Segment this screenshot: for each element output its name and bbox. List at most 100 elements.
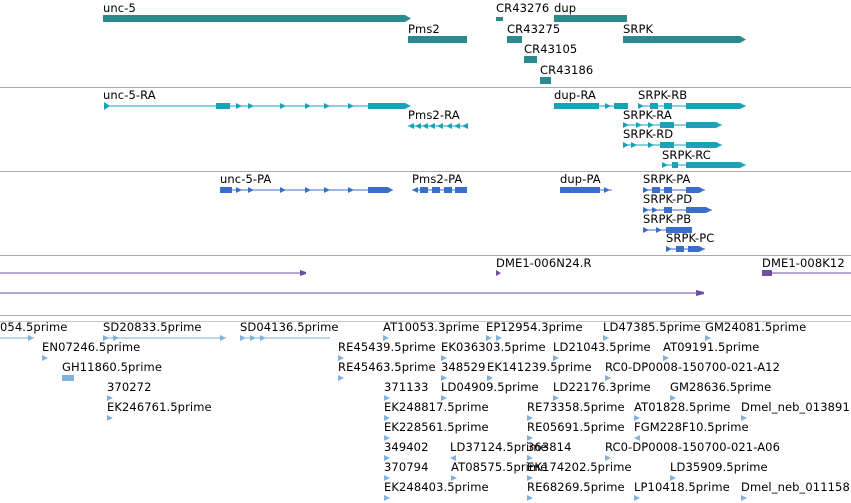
- est-label-e41[interactable]: LP10418.5prime: [634, 480, 730, 494]
- protein-label-srpk-pb[interactable]: SRPK-PB: [643, 212, 692, 226]
- gene-cr43276-glyph[interactable]: [496, 17, 503, 21]
- est-label-e09[interactable]: RE45439.5prime: [338, 340, 436, 354]
- protein-label-dup-pa[interactable]: dup-PA: [560, 172, 601, 186]
- est-e06-glyph[interactable]: [603, 335, 609, 341]
- clone-dme1-006n24r-glyph[interactable]: [496, 270, 501, 276]
- protein-label-unc5-pa[interactable]: unc-5-PA: [220, 172, 272, 186]
- est-e20-glyph[interactable]: [441, 395, 447, 401]
- est-e10-glyph[interactable]: [441, 355, 447, 361]
- gene-label-unc5[interactable]: unc-5: [103, 1, 136, 15]
- est-label-e13[interactable]: GH11860.5prime: [62, 360, 163, 374]
- est-e16-glyph[interactable]: [487, 375, 493, 381]
- est-e27-glyph[interactable]: [741, 415, 747, 421]
- transcript-srpk-rd-glyph[interactable]: [623, 142, 722, 148]
- protein-srpk-pc-glyph[interactable]: [666, 246, 705, 252]
- est-label-e36[interactable]: AT08575.5prime: [451, 460, 548, 474]
- est-label-e27[interactable]: Dmel_neb_013891: [741, 400, 850, 414]
- est-e05-glyph[interactable]: [486, 335, 502, 341]
- est-label-e20[interactable]: LD04909.5prime: [441, 380, 539, 394]
- gene-pms2-glyph[interactable]: [408, 36, 467, 43]
- gene-label-dup[interactable]: dup: [554, 1, 577, 15]
- est-label-e37[interactable]: EK174202.5prime: [527, 460, 632, 474]
- transcript-label-srpk-rb[interactable]: SRPK-RB: [638, 88, 688, 102]
- est-label-e06[interactable]: LD47385.5prime: [603, 320, 701, 334]
- est-label-e10[interactable]: EK036303.5prime: [441, 340, 546, 354]
- transcript-label-pms2-ra[interactable]: Pms2-RA: [408, 108, 460, 122]
- est-label-e02[interactable]: SD20833.5prime: [103, 320, 202, 334]
- gene-label-cr43105[interactable]: CR43105: [524, 42, 578, 56]
- est-e32-glyph[interactable]: [450, 455, 456, 461]
- transcript-srpk-rb-glyph[interactable]: [638, 103, 746, 109]
- est-label-e38[interactable]: LD35909.5prime: [670, 460, 768, 474]
- gene-label-cr43275[interactable]: CR43275: [507, 22, 561, 36]
- est-label-e30[interactable]: FGM228F10.5prime: [634, 420, 749, 434]
- protein-label-pms2-pa[interactable]: Pms2-PA: [412, 172, 463, 186]
- transcript-pms2-ra-glyph[interactable]: [408, 123, 468, 129]
- est-e29-glyph[interactable]: [527, 435, 533, 441]
- est-e03-glyph[interactable]: [240, 335, 330, 341]
- est-label-e08[interactable]: EN07246.5prime: [42, 340, 141, 354]
- est-e18-glyph[interactable]: [107, 395, 113, 401]
- est-e33-glyph[interactable]: [527, 455, 533, 461]
- est-label-e03[interactable]: SD04136.5prime: [240, 320, 339, 334]
- est-label-e23[interactable]: EK246761.5prime: [107, 400, 212, 414]
- est-label-e15[interactable]: 348529: [441, 360, 486, 374]
- protein-label-srpk-pc[interactable]: SRPK-PC: [666, 231, 715, 245]
- protein-srpk-pd-glyph[interactable]: [643, 207, 712, 213]
- est-e15-glyph[interactable]: [441, 375, 447, 381]
- gene-unc5-glyph[interactable]: [103, 15, 411, 22]
- est-e30-glyph[interactable]: [634, 435, 640, 441]
- est-label-e29[interactable]: RE05691.5prime: [527, 420, 625, 434]
- est-e28-glyph[interactable]: [384, 435, 390, 441]
- clone-line-1[interactable]: [0, 270, 306, 276]
- protein-unc5-pa-glyph[interactable]: [220, 187, 393, 193]
- est-label-e01[interactable]: 054.5prime: [0, 320, 68, 334]
- gene-label-srpk[interactable]: SRPK: [623, 22, 654, 36]
- est-e08-glyph[interactable]: [42, 355, 48, 361]
- est-label-e21[interactable]: LD22176.3prime: [553, 380, 651, 394]
- est-e35-glyph[interactable]: [384, 475, 390, 481]
- est-label-e33[interactable]: 363814: [527, 440, 572, 454]
- est-label-e18[interactable]: 370272: [107, 380, 152, 394]
- est-label-e22[interactable]: GM28636.5prime: [670, 380, 772, 394]
- est-e07-glyph[interactable]: [705, 335, 711, 341]
- est-label-e32[interactable]: LD37124.5prime: [450, 440, 548, 454]
- est-label-e31[interactable]: 349402: [384, 440, 429, 454]
- est-e25-glyph[interactable]: [527, 415, 533, 421]
- est-label-e26[interactable]: AT01828.5prime: [634, 400, 731, 414]
- est-e41-glyph[interactable]: [634, 495, 640, 501]
- gene-label-cr43186[interactable]: CR43186: [540, 63, 594, 77]
- est-e37-glyph[interactable]: [527, 475, 533, 481]
- est-e14-glyph[interactable]: [338, 375, 344, 381]
- est-e39-glyph[interactable]: [384, 495, 390, 501]
- gene-label-cr43276[interactable]: CR43276: [496, 1, 550, 15]
- protein-pms2-pa-glyph[interactable]: [412, 187, 467, 193]
- gene-srpk-glyph[interactable]: [623, 36, 746, 43]
- est-e23-glyph[interactable]: [107, 415, 113, 421]
- est-e34-glyph[interactable]: [605, 455, 611, 461]
- est-label-e24[interactable]: EK248817.5prime: [384, 400, 489, 414]
- est-label-e42[interactable]: Dmel_neb_011158: [741, 480, 850, 494]
- protein-label-srpk-pa[interactable]: SRPK-PA: [643, 172, 691, 186]
- est-label-e34[interactable]: RC0-DP0008-150700-021-A06: [605, 440, 781, 454]
- est-label-e04[interactable]: AT10053.3prime: [383, 320, 480, 334]
- est-e01-glyph[interactable]: [0, 335, 34, 341]
- est-e24-glyph[interactable]: [384, 415, 390, 421]
- clone-line-2[interactable]: [0, 290, 704, 296]
- transcript-srpk-rc-glyph[interactable]: [662, 162, 746, 168]
- gene-cr43186-glyph[interactable]: [540, 77, 551, 84]
- gene-dup-glyph[interactable]: [554, 15, 627, 22]
- est-e42-glyph[interactable]: [741, 495, 747, 501]
- est-e31-glyph[interactable]: [384, 455, 390, 461]
- transcript-label-unc5-ra[interactable]: unc-5-RA: [103, 88, 156, 102]
- est-label-e17[interactable]: RC0-DP0008-150700-021-A12: [605, 360, 781, 374]
- est-e13-glyph[interactable]: [62, 375, 74, 381]
- est-label-e35[interactable]: 370794: [384, 460, 429, 474]
- est-e22-glyph[interactable]: [670, 395, 676, 401]
- est-e12-glyph[interactable]: [663, 355, 669, 361]
- protein-srpk-pa-glyph[interactable]: [643, 187, 705, 193]
- est-label-e16[interactable]: EK141239.5prime: [487, 360, 592, 374]
- est-e09-glyph[interactable]: [338, 355, 344, 361]
- est-label-e39[interactable]: EK248403.5prime: [384, 480, 489, 494]
- est-label-e11[interactable]: LD21043.5prime: [553, 340, 651, 354]
